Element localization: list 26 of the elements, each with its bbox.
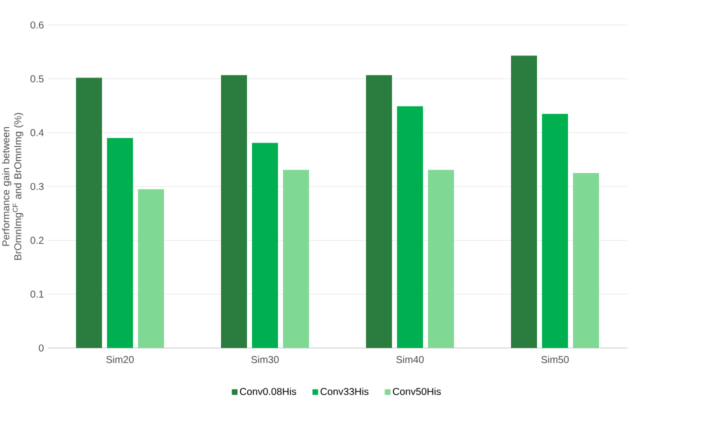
x-tick-label: Sim30	[251, 356, 279, 364]
legend-label: Conv0.08His	[240, 388, 296, 396]
bar	[573, 173, 600, 348]
bar	[107, 138, 133, 348]
legend-label: Conv50His	[392, 388, 441, 396]
x-tick-label: Sim40	[396, 356, 424, 364]
y-tick-label: 0.1	[30, 290, 44, 298]
y-tick-label: 0.6	[30, 21, 44, 29]
bar	[428, 170, 454, 348]
bar	[511, 56, 538, 348]
x-tick-label: Sim20	[106, 356, 134, 364]
y-tick-label: 0.2	[30, 236, 44, 244]
bar	[397, 106, 424, 348]
bar	[542, 114, 568, 348]
bar	[138, 189, 164, 348]
bar	[76, 78, 102, 348]
x-tick-label: Sim50	[541, 356, 569, 364]
y-tick-label: 0.5	[30, 75, 44, 82]
bar	[221, 75, 248, 348]
legend-label: Conv33His	[320, 388, 368, 396]
bar	[366, 75, 392, 348]
y-tick-label: 0.4	[30, 129, 44, 136]
bar	[283, 170, 310, 348]
bar	[252, 142, 278, 348]
y-tick-label: 0	[38, 344, 44, 352]
y-tick-label: 0.3	[30, 182, 44, 190]
